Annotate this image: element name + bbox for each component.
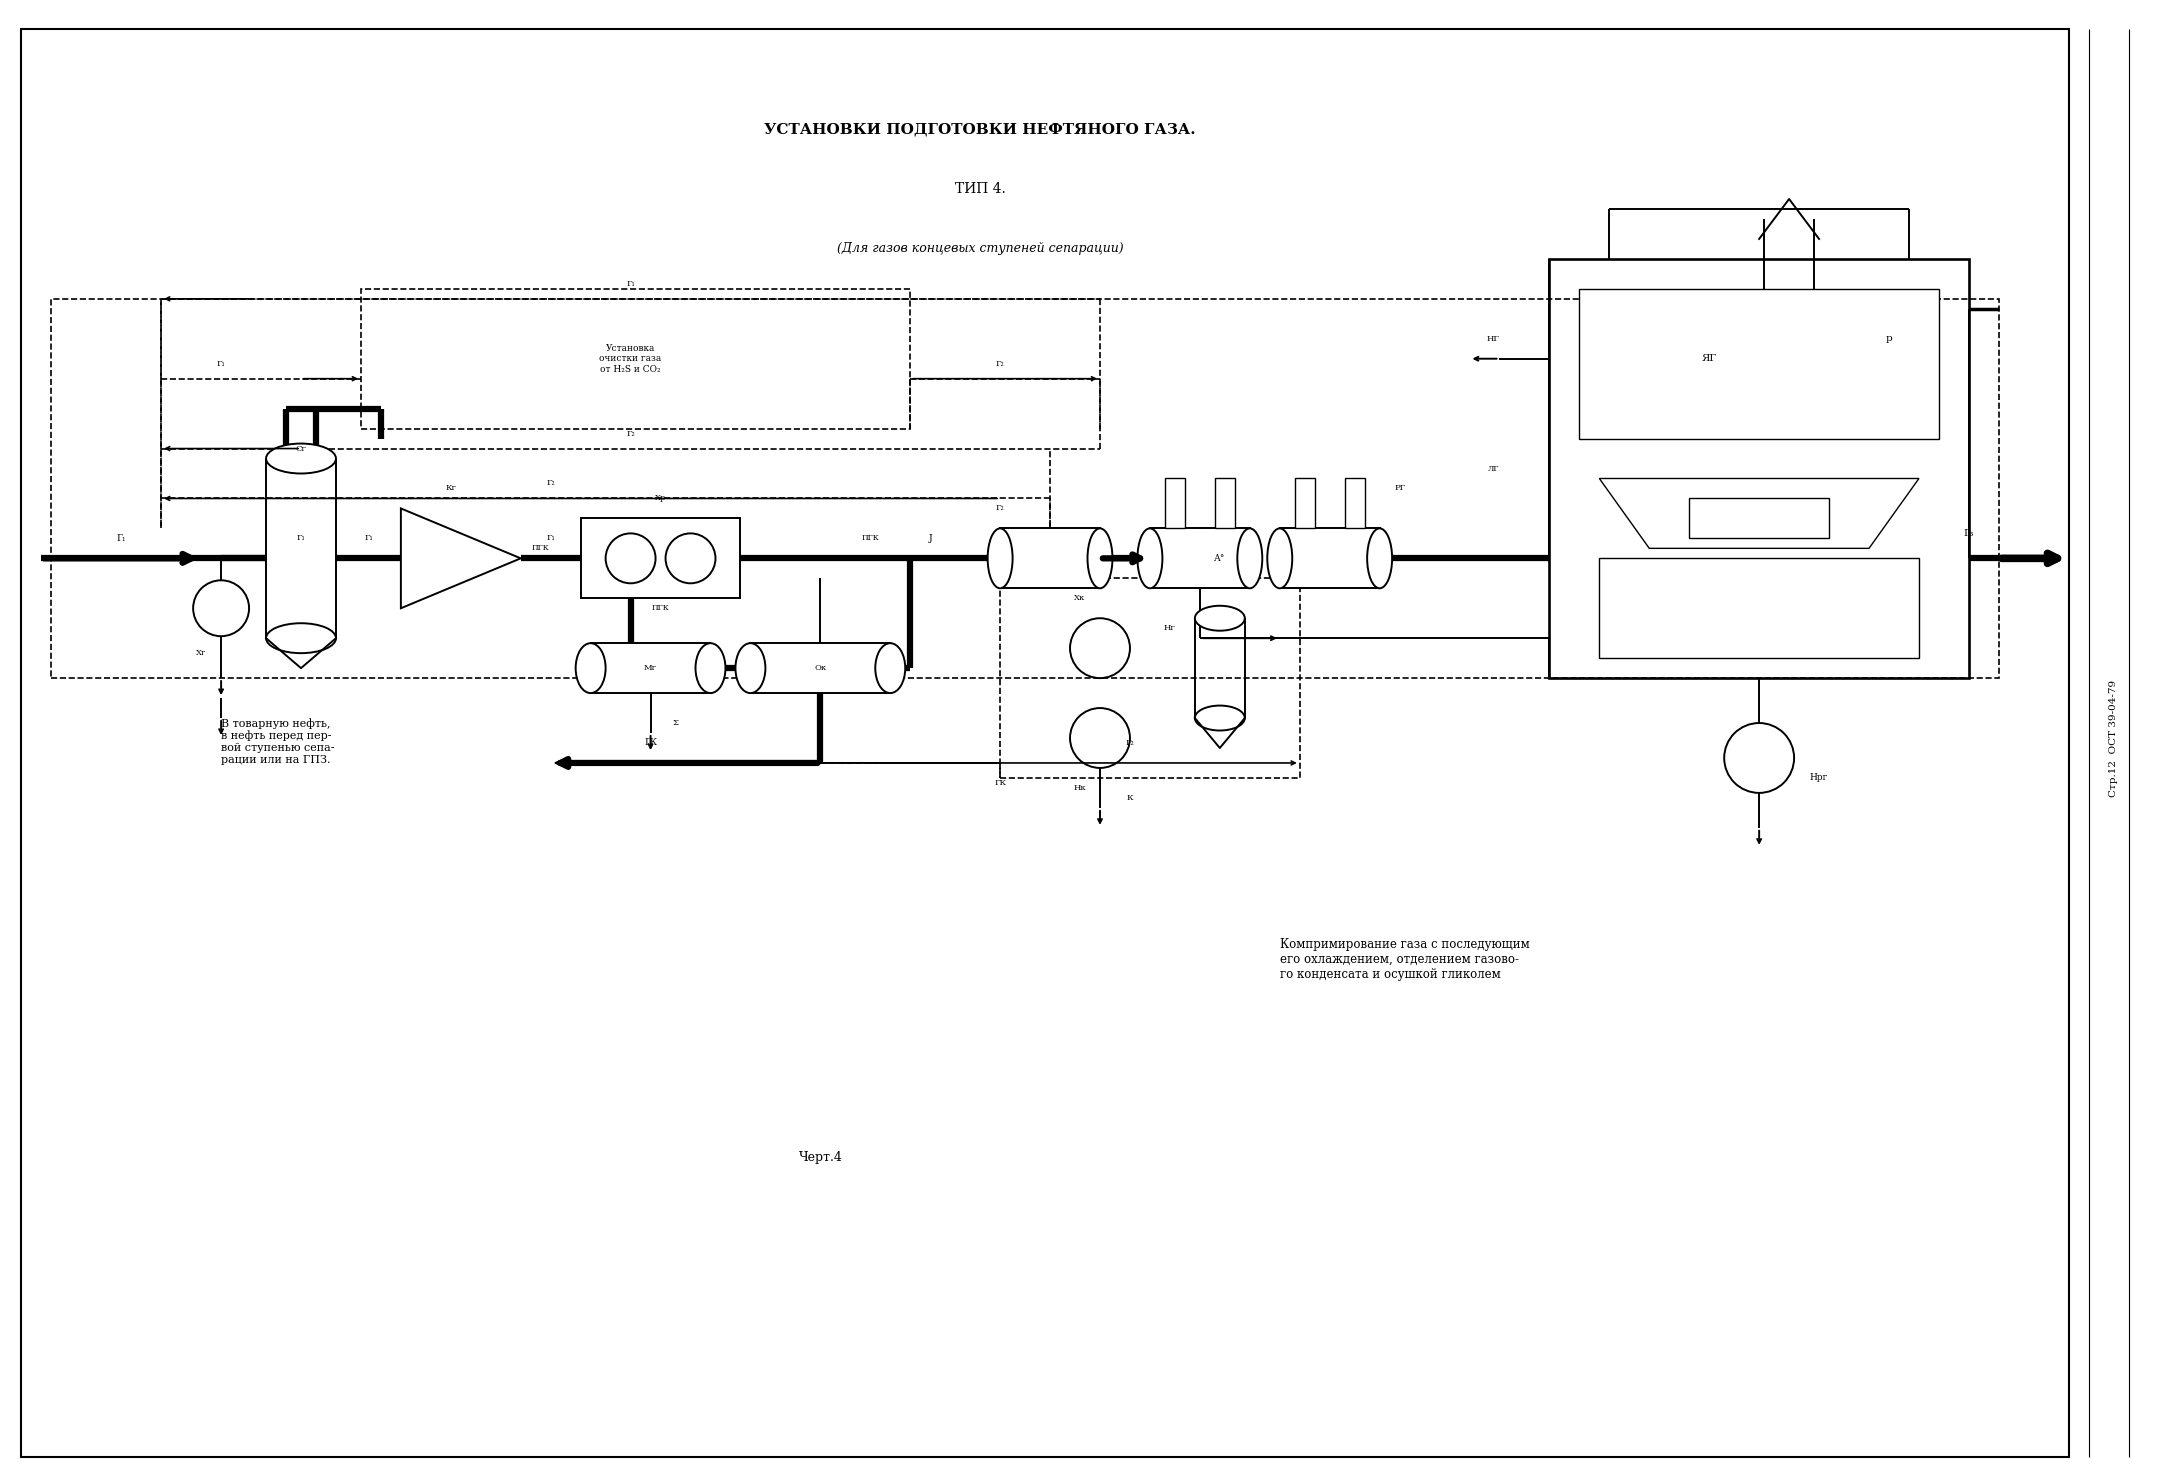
Ellipse shape: [576, 643, 606, 693]
Ellipse shape: [1138, 529, 1162, 588]
Ellipse shape: [1367, 529, 1391, 588]
Text: ТИП 4.: ТИП 4.: [955, 182, 1005, 197]
Ellipse shape: [696, 643, 726, 693]
Text: Г₁: Г₁: [116, 534, 126, 542]
Text: Компримирование газа с последующим
его охлаждением, отделением газово-
го конден: Компримирование газа с последующим его о…: [1280, 937, 1529, 980]
Bar: [1215, 479, 1234, 529]
Text: Нг: Нг: [1165, 624, 1176, 633]
Text: Г₂: Г₂: [1125, 739, 1134, 746]
Bar: [1149, 529, 1250, 588]
Text: (Для газов концевых ступеней сепарации): (Для газов концевых ступеней сепарации): [838, 242, 1123, 256]
Text: Нк: Нк: [1073, 783, 1086, 792]
Text: р: р: [1887, 334, 1893, 343]
Text: Г₁: Г₁: [216, 359, 225, 368]
Text: Сг: Сг: [297, 445, 305, 452]
Text: ПГК: ПГК: [532, 544, 550, 553]
Ellipse shape: [1195, 606, 1245, 631]
Ellipse shape: [266, 443, 336, 473]
Text: УСТАНОВКИ ПОДГОТОВКИ НЕФТЯНОГО ГАЗА.: УСТАНОВКИ ПОДГОТОВКИ НЕФТЯНОГО ГАЗА.: [763, 123, 1195, 136]
Ellipse shape: [266, 624, 336, 653]
Text: РГ: РГ: [1394, 485, 1405, 492]
Polygon shape: [1599, 479, 1919, 548]
Text: Г₃: Г₃: [1963, 529, 1974, 538]
Text: Нрг: Нрг: [1810, 773, 1828, 782]
Text: Г₂: Г₂: [997, 504, 1005, 513]
Bar: [1690, 498, 1830, 538]
Text: ГК: ГК: [995, 779, 1005, 786]
Text: Хр: Хр: [654, 495, 665, 503]
Bar: [750, 643, 890, 693]
Text: Г₁: Г₁: [297, 535, 305, 542]
Bar: [1296, 479, 1315, 529]
Text: Г₂: Г₂: [545, 479, 554, 488]
Bar: [1549, 259, 1969, 678]
Polygon shape: [401, 508, 521, 609]
Bar: [360, 288, 909, 429]
Circle shape: [1071, 618, 1130, 678]
Text: А°: А°: [1215, 554, 1226, 563]
Text: ПГК: ПГК: [861, 535, 879, 542]
Text: ЯГ: ЯГ: [1701, 355, 1716, 364]
Text: В товарную нефть,
в нефть перед пер-
вой ступенью сепа-
рации или на ГПЗ.: В товарную нефть, в нефть перед пер- вой…: [220, 718, 334, 764]
Text: НГ: НГ: [1487, 334, 1501, 343]
Ellipse shape: [875, 643, 905, 693]
Bar: [52, 299, 1998, 678]
Text: Стр.12  ОСТ 39-04-79: Стр.12 ОСТ 39-04-79: [2109, 680, 2118, 797]
Text: Ок: Ок: [814, 664, 827, 672]
Bar: [1165, 479, 1184, 529]
Bar: [1579, 288, 1939, 439]
Text: Хк: Хк: [1075, 594, 1086, 602]
Circle shape: [1071, 708, 1130, 769]
Ellipse shape: [735, 643, 766, 693]
Circle shape: [1725, 723, 1795, 792]
Circle shape: [606, 534, 656, 584]
Circle shape: [665, 534, 715, 584]
Ellipse shape: [1088, 529, 1112, 588]
Text: Мг: Мг: [643, 664, 656, 672]
Text: Г₂: Г₂: [626, 430, 635, 437]
Ellipse shape: [1267, 529, 1293, 588]
Bar: [580, 519, 739, 599]
Text: J: J: [929, 534, 931, 542]
Text: Установка
очистки газа
от H₂S и CO₂: Установка очистки газа от H₂S и CO₂: [600, 344, 661, 374]
Bar: [1599, 559, 1919, 658]
Bar: [1001, 578, 1300, 777]
Bar: [1001, 529, 1099, 588]
Text: Г₁: Г₁: [364, 535, 373, 542]
Bar: [591, 643, 711, 693]
Ellipse shape: [1195, 705, 1245, 730]
Bar: [1280, 529, 1381, 588]
Text: Кг: Кг: [445, 485, 456, 492]
Text: Черт.4: Черт.4: [798, 1151, 842, 1163]
Text: ЛГ: ЛГ: [1487, 464, 1501, 473]
Text: Г₁: Г₁: [545, 535, 554, 542]
Text: Хг: Хг: [196, 649, 207, 658]
Ellipse shape: [988, 529, 1012, 588]
Text: К: К: [1128, 794, 1134, 803]
Ellipse shape: [1237, 529, 1263, 588]
Text: Г₂: Г₂: [997, 359, 1005, 368]
Text: Г₁: Г₁: [626, 279, 635, 288]
Text: ГК: ГК: [643, 739, 656, 748]
Text: Σ: Σ: [672, 718, 678, 727]
Text: ПГК: ПГК: [652, 605, 670, 612]
Circle shape: [194, 581, 249, 636]
Bar: [1346, 479, 1365, 529]
